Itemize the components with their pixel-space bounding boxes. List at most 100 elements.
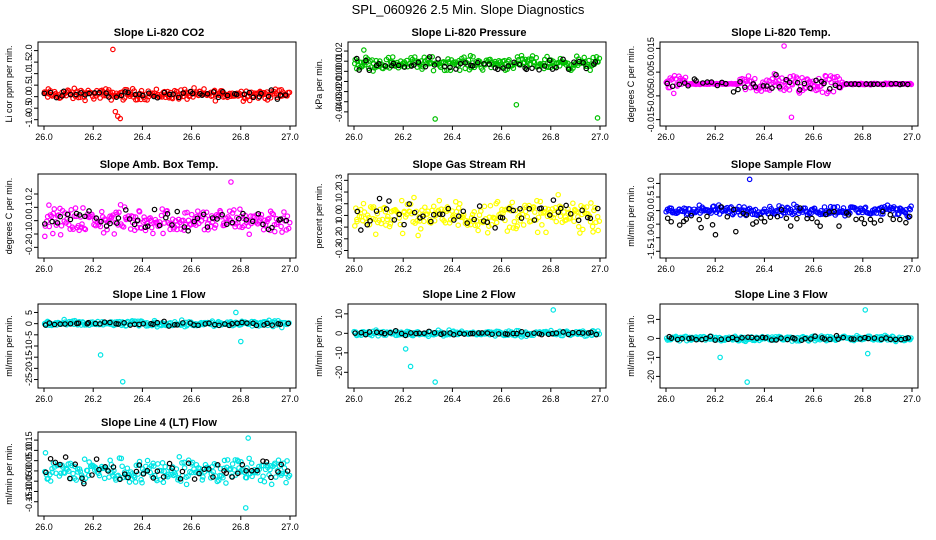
data-point [96, 472, 103, 479]
x-tick-label: 26.6 [805, 264, 823, 274]
data-point [560, 56, 566, 63]
y-tick-label: 0.005 [646, 61, 656, 84]
data-point [904, 81, 911, 88]
data-point [231, 207, 237, 213]
data-point [511, 218, 518, 225]
data-point [481, 61, 487, 67]
data-point [46, 202, 52, 208]
data-point [79, 221, 85, 227]
data-point [709, 222, 716, 228]
data-point [835, 336, 842, 342]
data-point [544, 53, 550, 60]
data-point [426, 54, 433, 60]
data-point [537, 198, 544, 205]
data-point [522, 65, 528, 71]
data-point [575, 214, 581, 220]
data-point [136, 208, 143, 215]
data-point [210, 474, 216, 480]
data-point [903, 219, 909, 226]
data-point [141, 214, 147, 220]
data-point [214, 462, 221, 468]
data-point [79, 475, 85, 482]
data-point [421, 330, 427, 336]
data-point [867, 216, 874, 223]
data-point [176, 453, 183, 460]
page-title: SPL_060926 2.5 Min. Slope Diagnostics [351, 2, 585, 17]
data-point [495, 331, 502, 337]
x-tick-label: 26.8 [854, 264, 872, 274]
data-point [767, 214, 774, 220]
data-point [112, 108, 119, 115]
data-point [487, 202, 494, 209]
plot-frame [659, 173, 919, 259]
x-tick-label: 26.4 [134, 394, 152, 404]
data-point [478, 208, 484, 214]
data-point [271, 228, 278, 235]
data-point [441, 63, 448, 70]
data-point [436, 197, 443, 204]
data-point [583, 65, 590, 72]
y-axis-label: ml/min per min. [4, 315, 14, 377]
y-tick-label: -0.1 [334, 219, 344, 235]
x-tick-label: 26.0 [35, 522, 53, 532]
data-point [172, 471, 179, 478]
data-point [474, 59, 481, 66]
data-point [125, 474, 131, 481]
data-point [593, 331, 600, 338]
data-point [195, 322, 201, 329]
data-point [282, 92, 289, 98]
y-tick-label: -1.0 [24, 112, 34, 128]
y-tick-label: 10 [646, 314, 656, 324]
data-point [140, 92, 146, 99]
data-point [188, 211, 195, 218]
y-tick-label: 0.1 [24, 201, 34, 214]
data-point [571, 218, 577, 225]
data-point [688, 212, 695, 219]
data-point [169, 465, 175, 471]
x-tick-label: 26.0 [345, 264, 363, 274]
data-point [161, 318, 167, 325]
data-point [430, 203, 437, 210]
data-point [406, 201, 413, 207]
data-point [121, 471, 128, 477]
data-point [812, 333, 818, 340]
data-point [510, 330, 516, 337]
data-point [447, 64, 453, 71]
data-point [703, 335, 709, 342]
data-point [82, 226, 89, 233]
data-point [122, 207, 129, 213]
data-point [538, 331, 545, 338]
data-point [807, 336, 814, 342]
plot-frame [659, 303, 919, 389]
x-tick-label: 26.8 [232, 522, 250, 532]
data-point [773, 337, 780, 343]
data-point [896, 216, 903, 223]
data-point [284, 468, 291, 474]
data-point [67, 475, 73, 482]
data-point [185, 228, 192, 234]
data-point [668, 218, 675, 225]
data-point [245, 223, 252, 229]
data-point [46, 223, 53, 230]
data-point [205, 466, 212, 472]
data-point [592, 204, 598, 211]
data-point [183, 481, 190, 488]
data-point [386, 223, 393, 230]
data-point [797, 205, 803, 211]
data-point [223, 470, 230, 476]
data-point [132, 318, 139, 325]
data-point [181, 224, 188, 230]
y-tick-label: -20 [646, 370, 656, 383]
data-point [53, 94, 60, 101]
data-point [746, 176, 753, 183]
data-point [102, 464, 109, 470]
data-point [154, 319, 161, 326]
data-point [150, 475, 157, 481]
chart-title: Slope Line 4 (LT) Flow [101, 417, 217, 429]
data-point [592, 59, 599, 65]
data-point [474, 222, 481, 228]
data-point [194, 208, 201, 214]
data-point [415, 232, 421, 239]
data-point [531, 59, 538, 66]
data-point [560, 329, 566, 335]
